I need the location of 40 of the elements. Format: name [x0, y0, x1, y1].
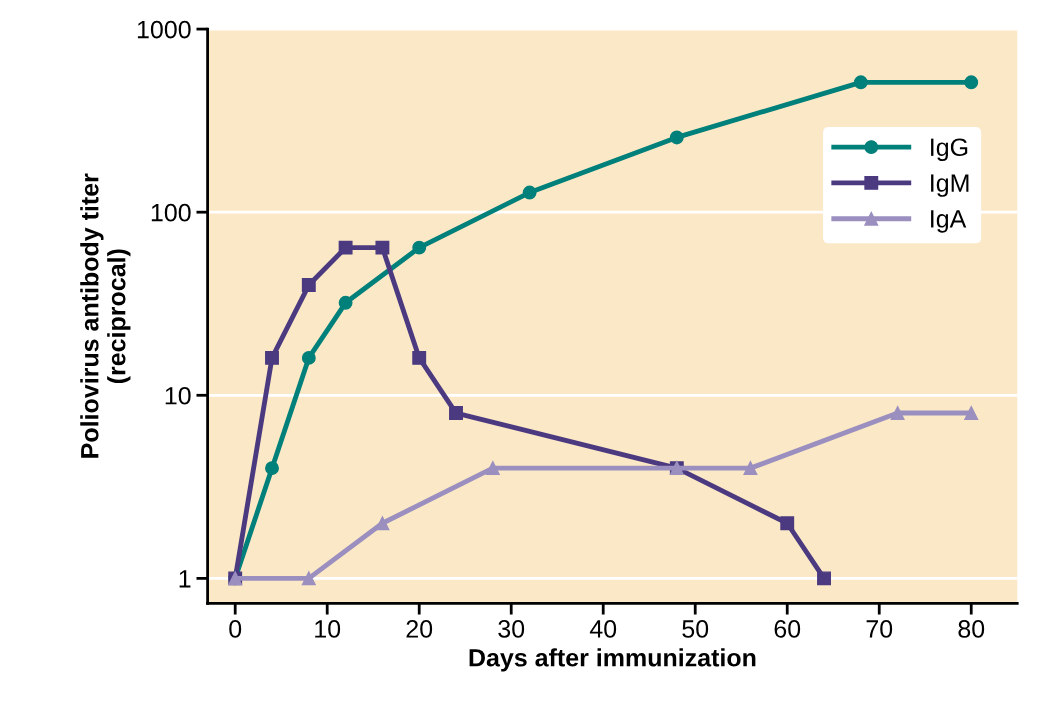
point	[301, 350, 316, 365]
x-tick-label: 10	[315, 620, 341, 638]
y-axis-title: Poliovirus antibody titer (reciprocal)	[80, 173, 131, 458]
point	[522, 185, 537, 200]
point	[301, 278, 316, 292]
x-tick-label: 60	[774, 620, 801, 638]
point	[743, 461, 758, 476]
legend-label: IgM	[931, 174, 969, 197]
point	[964, 406, 979, 420]
x-tick-label: 0	[229, 620, 242, 638]
x-axis-title: Days after immunization	[469, 648, 756, 672]
point	[412, 240, 427, 255]
point	[375, 240, 390, 255]
point	[964, 75, 979, 90]
point	[780, 516, 795, 531]
legend-label: IgG	[931, 138, 968, 162]
point	[412, 350, 427, 365]
x-tick-label: 50	[682, 620, 709, 638]
x-tick-label: 70	[866, 620, 893, 638]
point	[265, 461, 279, 476]
x-tick-label: 40	[589, 620, 617, 638]
point	[485, 461, 500, 476]
y-tick-label: 1000	[137, 20, 191, 39]
x-tick-label: 20	[406, 620, 433, 638]
point	[890, 406, 905, 420]
legend-label: IgA	[931, 210, 967, 233]
point	[375, 516, 390, 531]
point	[669, 130, 684, 145]
x-tick-label: 80	[958, 620, 985, 638]
x-tick-label: 30	[498, 620, 525, 638]
point	[853, 75, 868, 90]
point	[301, 571, 316, 586]
point	[338, 240, 353, 255]
y-tick-label: 10	[165, 386, 191, 405]
point	[449, 406, 463, 420]
y-tick-label: 1	[179, 570, 191, 588]
point	[265, 350, 279, 365]
point	[338, 295, 353, 310]
point	[817, 571, 831, 586]
y-tick-label: 100	[151, 203, 191, 222]
